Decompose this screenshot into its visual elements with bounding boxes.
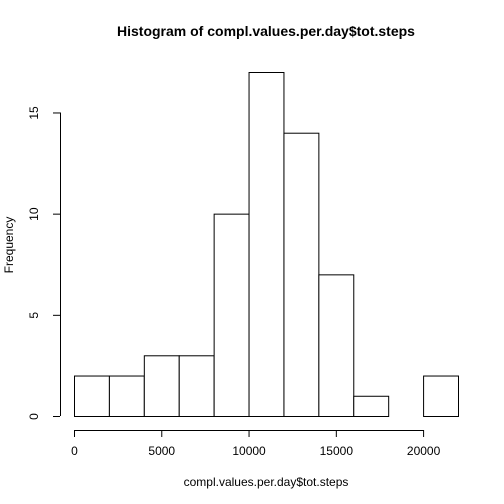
histogram-bar-5 xyxy=(249,73,284,417)
histogram-bar-2 xyxy=(144,356,179,417)
chart-title: Histogram of compl.values.per.day$tot.st… xyxy=(117,23,415,39)
y-axis: 0 5 10 15 xyxy=(27,106,61,420)
histogram-bar-7 xyxy=(319,275,354,417)
histogram-bar-1 xyxy=(109,376,144,416)
x-axis: 0 5000 10000 15000 20000 xyxy=(71,430,440,458)
y-tick-label-0: 0 xyxy=(27,413,41,420)
x-tick-label-0: 0 xyxy=(71,444,78,458)
y-axis-label: Frequency xyxy=(2,217,16,274)
y-tick-label-1: 5 xyxy=(27,312,41,319)
histogram-bar-0 xyxy=(75,376,110,416)
histogram-bar-10 xyxy=(424,376,459,416)
x-tick-label-1: 5000 xyxy=(148,444,175,458)
x-tick-label-4: 20000 xyxy=(407,444,441,458)
histogram-bar-8 xyxy=(354,396,389,416)
histogram-bar-6 xyxy=(284,133,319,416)
y-tick-label-2: 10 xyxy=(27,207,41,221)
x-tick-label-3: 15000 xyxy=(320,444,354,458)
histogram-bar-4 xyxy=(214,214,249,416)
y-tick-label-3: 15 xyxy=(27,106,41,120)
bars-group xyxy=(75,73,459,417)
x-axis-label: compl.values.per.day$tot.steps xyxy=(184,475,349,489)
histogram-bar-3 xyxy=(179,356,214,417)
x-tick-label-2: 10000 xyxy=(232,444,266,458)
